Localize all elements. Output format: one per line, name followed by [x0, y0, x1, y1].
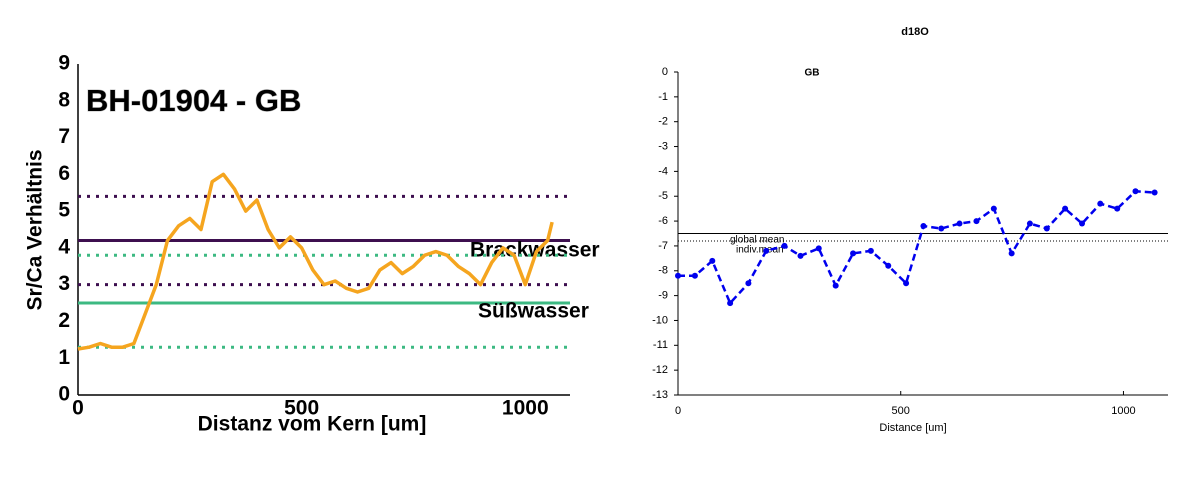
reference-label: Süßwasser — [478, 300, 589, 323]
data-point — [745, 280, 752, 287]
data-point — [1132, 188, 1139, 195]
y-tick-label: 7 — [58, 125, 70, 148]
data-point — [903, 280, 910, 287]
data-point — [832, 282, 839, 289]
data-point — [850, 250, 857, 257]
y-tick-label: -9 — [658, 290, 668, 302]
y-tick-label: -7 — [658, 240, 668, 252]
data-point — [691, 272, 698, 279]
y-tick-label: -2 — [658, 116, 668, 128]
series-line — [77, 172, 554, 351]
data-point — [867, 247, 874, 254]
data-point — [1062, 205, 1069, 212]
x-tick-label: 0 — [72, 397, 84, 420]
annotation: GB — [805, 68, 820, 79]
data-point — [709, 257, 716, 264]
reference-label: indiv.mean — [736, 245, 784, 256]
series-line — [678, 190, 1155, 305]
data-point — [1097, 200, 1104, 207]
data-point — [1114, 205, 1121, 212]
chart-title: d18O — [901, 26, 929, 38]
y-tick-label: 8 — [58, 88, 70, 111]
y-tick-label: 4 — [58, 235, 70, 258]
data-point — [973, 218, 980, 225]
data-point — [990, 205, 997, 212]
data-point — [815, 245, 822, 252]
y-tick-label: -13 — [652, 389, 668, 401]
x-tick-label: 500 — [284, 397, 319, 420]
y-tick-label: -10 — [652, 314, 668, 326]
y-tick-label: -11 — [653, 339, 668, 351]
x-tick-label: 500 — [892, 405, 910, 417]
data-point — [781, 242, 788, 249]
reference-label: global mean — [730, 235, 784, 246]
data-point — [956, 220, 963, 227]
y-tick-label: -8 — [658, 265, 668, 277]
y-tick-label: 3 — [58, 272, 70, 295]
x-tick-label: 0 — [675, 405, 681, 417]
y-tick-label: -3 — [658, 140, 668, 152]
y-tick-label: -6 — [658, 215, 668, 227]
data-point — [727, 300, 734, 307]
data-point — [1026, 220, 1033, 227]
y-tick-label: 6 — [58, 162, 70, 185]
y-tick-label: -12 — [652, 364, 668, 376]
data-point — [885, 262, 892, 269]
data-point — [938, 225, 945, 232]
x-tick-label: 1000 — [1111, 405, 1135, 417]
x-axis-label: Distanz vom Kern [um] — [198, 413, 427, 436]
x-tick-label: 1000 — [502, 397, 549, 420]
data-point — [920, 223, 927, 230]
data-point — [675, 272, 681, 279]
y-tick-label: -4 — [658, 165, 668, 177]
data-point — [1151, 189, 1158, 196]
y-tick-label: 2 — [58, 309, 70, 332]
y-tick-label: 0 — [58, 383, 70, 406]
y-tick-label: 5 — [58, 199, 70, 222]
y-tick-label: -1 — [658, 91, 668, 103]
y-tick-label: -5 — [658, 190, 668, 202]
data-point — [1008, 250, 1015, 257]
x-axis-label: Distance [um] — [879, 422, 946, 434]
y-tick-label: 1 — [58, 346, 70, 369]
data-point — [797, 252, 804, 259]
y-axis-label: Sr/Ca Verhältnis — [24, 149, 47, 310]
chart-title: BH-01904 - GB — [86, 83, 301, 118]
data-point — [1043, 225, 1050, 232]
data-point — [1079, 220, 1086, 227]
y-tick-label: 0 — [662, 66, 668, 78]
y-tick-label: 9 — [58, 52, 70, 75]
data-point — [763, 247, 770, 254]
